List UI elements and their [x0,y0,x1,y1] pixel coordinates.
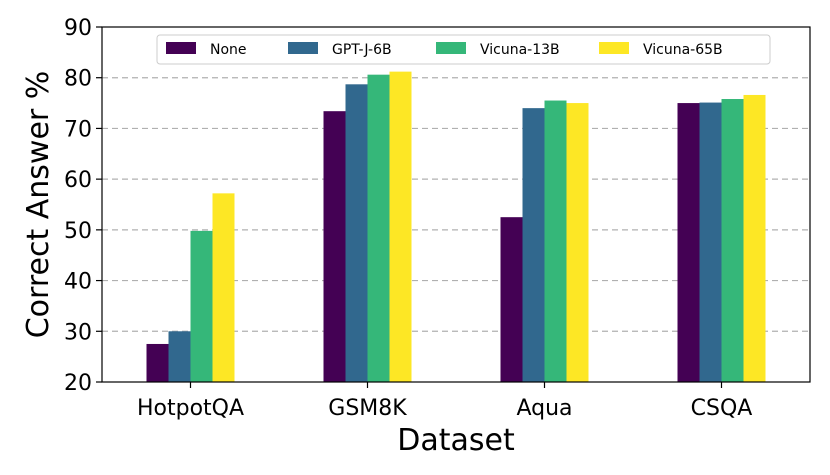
legend-label: Vicuna-65B [643,42,723,58]
legend: None GPT-J-6B Vicuna-13B Vicuna-65B [156,34,771,65]
x-axis-title: Dataset [397,423,515,458]
bar-gsm8k-vicuna-65b [389,71,412,382]
y-tick-label: 40 [64,270,92,295]
bar-aqua-none [500,217,523,382]
y-axis-title: Correct Answer % [21,71,56,339]
bar-gsm8k-vicuna-13b [367,74,390,383]
bar-aqua-gpt-j-6b [522,108,545,383]
plot-frame [101,26,811,383]
bar-hotpotqa-vicuna-13b [190,230,213,382]
bar-csqa-vicuna-13b [721,99,744,382]
bar-csqa-gpt-j-6b [699,102,722,383]
bar-csqa-vicuna-65b [743,94,766,382]
bar-hotpotqa-gpt-j-6b [168,331,191,382]
legend-swatch [436,42,466,54]
bar-gsm8k-none [323,111,346,382]
x-tick-label: HotpotQA [137,396,244,421]
y-tick-label: 90 [64,16,92,41]
y-tick-label: 80 [64,67,92,92]
bar-aqua-vicuna-13b [544,100,567,383]
x-tick-label: CSQA [691,396,753,421]
bar-csqa-none [677,103,700,383]
x-tick-label: GSM8K [328,396,407,421]
x-axis: HotpotQA GSM8K Aqua CSQA [137,382,752,421]
bars [146,71,766,383]
legend-swatch [599,42,629,54]
y-tick-label: 50 [64,219,92,244]
legend-swatch [166,42,196,54]
legend-label: Vicuna-13B [480,42,560,58]
x-tick-label: Aqua [516,396,572,421]
y-axis: 20 30 40 50 60 70 80 90 [64,16,102,396]
y-tick-label: 60 [64,168,92,193]
y-tick-label: 30 [64,320,92,345]
legend-label: None [210,42,247,58]
legend-swatch [288,42,318,54]
bar-hotpotqa-vicuna-65b [212,193,235,382]
y-tick-label: 20 [64,371,92,396]
legend-label: GPT-J-6B [332,42,392,58]
bar-aqua-vicuna-65b [566,103,589,383]
y-tick-label: 70 [64,117,92,142]
bar-hotpotqa-none [146,343,169,382]
bar-gsm8k-gpt-j-6b [345,84,368,383]
